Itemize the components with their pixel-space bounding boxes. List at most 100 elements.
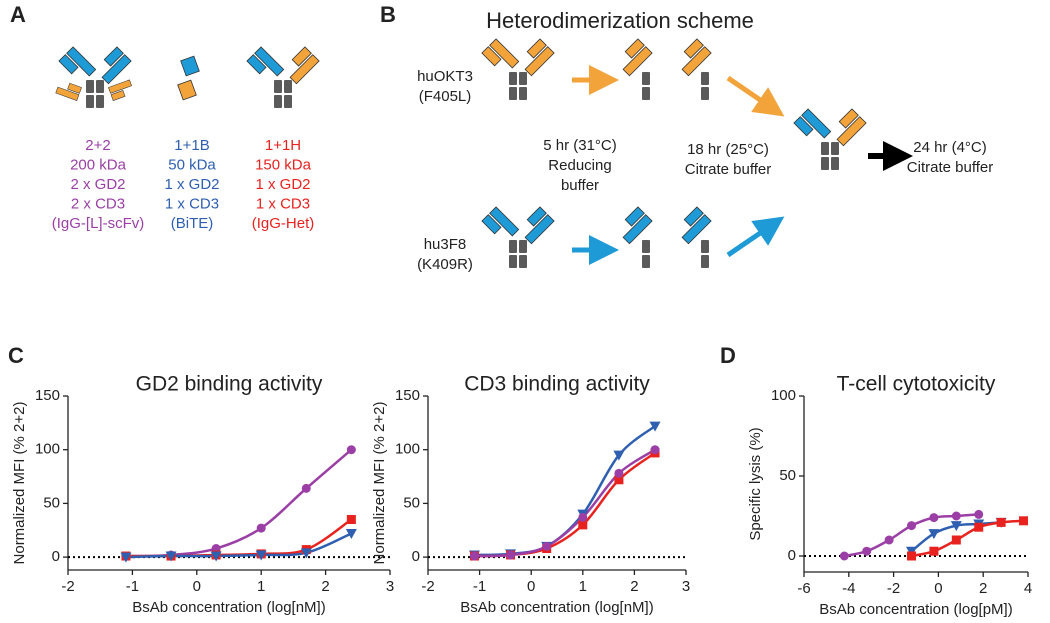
data-point (907, 521, 917, 531)
data-point (542, 541, 552, 551)
y-tick-label: 100 (35, 441, 60, 458)
y-axis-label: Normalized MFI (% 2+2) (11, 402, 28, 565)
data-point (929, 546, 939, 556)
fit-curve (474, 451, 656, 558)
step-label: 18 hr (25°C) (687, 141, 769, 158)
data-point (256, 523, 266, 533)
spec-text: 150 kDa (255, 156, 312, 173)
scheme-diagram (482, 39, 913, 268)
scheme-title: Heterodimerization scheme (486, 8, 754, 33)
data-point (578, 512, 588, 522)
spec-text: 50 kDa (168, 156, 216, 173)
data-point (469, 551, 479, 561)
data-point (974, 509, 984, 519)
data-point (650, 445, 660, 455)
data-point (951, 535, 961, 545)
y-tick-label: 100 (395, 441, 420, 458)
antibody-icon (247, 47, 319, 108)
data-point (907, 551, 917, 561)
data-point (884, 535, 894, 545)
x-tick-label: -2 (61, 578, 74, 595)
step-label: 24 hr (4°C) (913, 139, 987, 156)
x-tick-label: 2 (630, 578, 638, 595)
charts: GD2 binding activity BsAb concentration (… (11, 373, 1032, 618)
data-point (649, 421, 661, 432)
data-point (301, 483, 311, 493)
y-tick-label: 0 (52, 548, 60, 565)
x-tick-label: -4 (842, 580, 855, 597)
data-point (300, 548, 312, 559)
y-tick-label: 50 (43, 494, 60, 511)
spec-text: 200 kDa (70, 156, 127, 173)
data-point (346, 445, 356, 455)
x-tick-label: 3 (386, 578, 394, 595)
x-axis-label: BsAb concentration (log[nM]) (460, 599, 653, 616)
x-tick-label: 2 (321, 578, 329, 595)
y-tick-label: 150 (395, 387, 420, 404)
data-point (165, 551, 177, 562)
panel-label: D (720, 343, 736, 368)
data-point (345, 528, 357, 539)
panel-label: A (10, 2, 26, 27)
x-tick-label: 0 (193, 578, 201, 595)
x-tick-label: 1 (257, 578, 265, 595)
data-point (996, 517, 1006, 527)
spec-text: 1 x CD3 (165, 195, 219, 212)
spec-text: 1+1B (174, 137, 209, 154)
data-point (578, 520, 588, 530)
y-tick-label: 150 (35, 387, 60, 404)
spec-text: (BiTE) (171, 215, 214, 232)
x-axis-label: BsAb concentration (log[pM]) (819, 601, 1012, 618)
data-point (614, 475, 624, 485)
spec-text: 1 x GD2 (255, 176, 310, 193)
spec-text: (IgG-[L]-scFv) (52, 215, 145, 232)
spec-text: 2+2 (85, 137, 110, 154)
data-point (951, 511, 961, 521)
x-tick-label: 0 (934, 580, 942, 597)
chart-title: T-cell cytotoxicity (837, 373, 996, 396)
data-point (614, 468, 624, 478)
antibody-label: (K409R) (417, 256, 473, 273)
data-point (928, 529, 940, 540)
x-tick-label: 4 (1024, 580, 1032, 597)
antibody-label: hu3F8 (424, 236, 467, 253)
step-label: buffer (561, 177, 599, 194)
x-tick-label: -2 (887, 580, 900, 597)
step-label: Citrate buffer (907, 159, 993, 176)
step-label: 5 hr (31°C) (543, 137, 617, 154)
y-tick-label: 100 (771, 387, 796, 404)
y-axis-label: Normalized MFI (% 2+2) (371, 402, 388, 565)
data-point (1019, 516, 1029, 526)
panel-label: C (8, 343, 24, 368)
x-tick-label: 1 (579, 578, 587, 595)
y-tick-label: 0 (412, 548, 420, 565)
x-tick-label: -2 (421, 578, 434, 595)
y-tick-label: 50 (779, 467, 796, 484)
spec-text: 1+1H (265, 137, 301, 154)
data-point (346, 515, 356, 525)
x-axis-label: BsAb concentration (log[nM]) (132, 599, 325, 616)
data-point (255, 550, 267, 561)
fit-curve (125, 448, 353, 558)
data-point (506, 550, 516, 560)
data-point (929, 513, 939, 523)
fit-curve (125, 518, 353, 558)
panel-label: B (380, 2, 396, 27)
x-tick-label: -1 (473, 578, 486, 595)
antibody-label: huOKT3 (417, 68, 473, 85)
data-point (210, 551, 222, 562)
spec-text: 1 x GD2 (164, 176, 219, 193)
antibody-label: (F405L) (419, 88, 472, 105)
x-tick-label: 2 (979, 580, 987, 597)
spec-text: 1 x CD3 (256, 195, 310, 212)
y-tick-label: 50 (403, 494, 420, 511)
data-point (120, 552, 132, 563)
data-point (974, 522, 984, 532)
step-label: Citrate buffer (685, 161, 771, 178)
spec-text: 2 x GD2 (70, 176, 125, 193)
chart-title: CD3 binding activity (464, 373, 650, 396)
y-axis-label: Specific lysis (%) (747, 427, 764, 540)
data-point (862, 546, 872, 556)
x-tick-label: -1 (126, 578, 139, 595)
